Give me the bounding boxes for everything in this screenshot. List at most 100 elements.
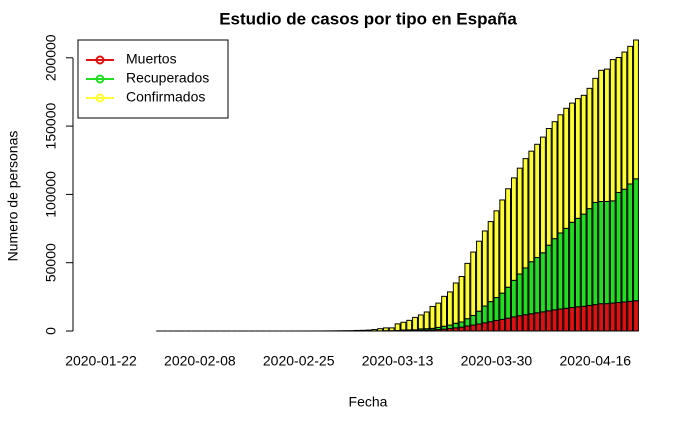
bar-segment — [545, 128, 552, 246]
bar-segment — [609, 59, 616, 202]
bar-segment — [598, 69, 605, 203]
bar-segment — [621, 301, 628, 332]
bar-segment — [534, 312, 541, 332]
bar-segment — [609, 200, 616, 304]
bar-segment — [493, 210, 500, 299]
bar-segment — [470, 324, 477, 332]
bar-segment — [359, 329, 366, 332]
bar-segment — [534, 257, 541, 314]
x-tick-label: 2020-02-25 — [263, 353, 335, 369]
bar-segment — [574, 217, 581, 308]
bar-segment — [499, 199, 506, 294]
bar-segment — [499, 292, 506, 320]
bar-segment — [592, 77, 599, 203]
bar-segment — [505, 188, 511, 288]
bar-segment — [441, 295, 448, 327]
bar-segment — [569, 306, 575, 332]
bar-segment — [400, 321, 407, 331]
bar-segment — [580, 305, 587, 332]
bar-segment — [493, 297, 500, 321]
bar-segment — [615, 191, 622, 304]
bar-segment — [551, 121, 558, 240]
x-tick-label: 2020-03-30 — [461, 353, 533, 369]
bar-segment — [412, 316, 418, 331]
bar-segment — [505, 317, 511, 332]
bar-segment — [464, 262, 471, 320]
x-tick-label: 2020-03-13 — [362, 353, 434, 369]
bar-segment — [540, 311, 546, 332]
bar-segment — [633, 39, 639, 180]
legend-marker — [95, 55, 105, 65]
bar-segment — [545, 310, 552, 332]
bar-segment — [510, 177, 517, 281]
bar-segment — [621, 188, 628, 303]
bar-segment — [446, 291, 453, 326]
bar-segment — [481, 322, 488, 332]
bar-segment — [423, 311, 430, 330]
bar-segment — [487, 221, 494, 303]
x-tick-label: 2020-04-16 — [559, 353, 631, 369]
bar-segment — [528, 150, 535, 263]
bar-segment — [516, 167, 523, 275]
legend-label: Muertos — [126, 51, 177, 67]
bar-segment — [365, 329, 372, 332]
bar-segment — [621, 51, 628, 190]
bar-segment — [377, 328, 384, 332]
bar-segment — [563, 227, 570, 309]
bar-segment — [452, 282, 459, 324]
bar-segment — [458, 276, 465, 323]
bar-segment — [458, 321, 465, 328]
bar-segment — [516, 273, 523, 317]
y-tick-label: 150000 — [43, 103, 59, 150]
bar-segment — [580, 213, 587, 307]
bar-segment — [563, 307, 570, 332]
bar-segment — [499, 318, 506, 332]
bar-segment — [528, 313, 535, 332]
bar-segment — [609, 302, 616, 332]
bar-segment — [615, 302, 622, 332]
bar-segment — [388, 327, 395, 332]
bar-segment — [476, 310, 482, 325]
bar-segment — [505, 286, 511, 319]
bar-segment — [452, 322, 459, 329]
bar-segment — [586, 87, 593, 210]
bar-segment — [510, 316, 517, 332]
bar-segment — [604, 303, 610, 332]
bar-segment — [476, 323, 482, 332]
bar-segment — [394, 323, 401, 332]
bar-segment — [615, 57, 622, 193]
bar-segment — [417, 314, 424, 330]
bar-segment — [534, 143, 541, 259]
bar-segment — [481, 230, 488, 307]
bar-segment — [446, 324, 453, 330]
legend-marker — [95, 74, 105, 84]
legend-marker — [95, 93, 105, 103]
bar-segment — [487, 301, 494, 323]
bar-segment — [464, 318, 471, 327]
y-tick-label: 200000 — [43, 34, 59, 81]
bar-segment — [528, 261, 535, 315]
bar-segment — [435, 302, 442, 328]
bar-segment — [633, 300, 639, 332]
bar-segment — [592, 201, 599, 306]
bar-segment — [429, 305, 436, 329]
bar-segment — [540, 252, 546, 313]
bar-segment — [580, 94, 587, 215]
bar-segment — [493, 319, 500, 332]
bar-segment — [627, 183, 634, 302]
bar-segment — [563, 107, 570, 229]
y-axis-title: Numero de personas — [5, 131, 21, 262]
bar-segment — [627, 300, 634, 332]
bar-segment — [627, 45, 634, 185]
bar-segment — [551, 309, 558, 332]
bar-segment — [481, 305, 488, 324]
bar-segment — [545, 244, 552, 312]
bar-segment — [464, 325, 471, 332]
bar-segment — [406, 319, 413, 331]
bar-segment — [383, 327, 389, 332]
legend-label: Confirmados — [126, 89, 205, 105]
bar-segment — [598, 201, 605, 305]
y-tick-label: 100000 — [43, 171, 59, 218]
bar-segment — [522, 267, 529, 316]
